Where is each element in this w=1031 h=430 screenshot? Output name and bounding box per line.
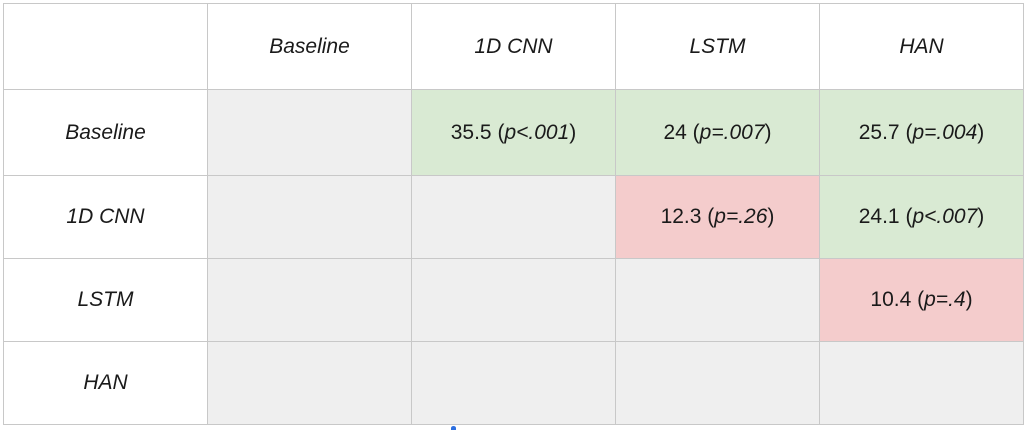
cell-baseline-han: 25.7 (p=.004) [819,89,1024,176]
cell-han-baseline [207,341,412,425]
table-row: 1D CNN 12.3 (p=.26) 24.1 (p<.007) [3,175,1024,259]
p-label: p= [699,120,724,144]
column-header-han: HAN [819,3,1024,90]
cell-baseline-baseline [207,89,412,176]
corner-cell [3,3,208,90]
header-row: Baseline 1D CNN LSTM HAN [3,3,1024,90]
cell-baseline-1d-cnn: 35.5 (p<.001) [411,89,616,176]
row-header-baseline: Baseline [3,89,208,176]
cell-lstm-lstm [615,258,820,342]
row-header-1d-cnn: 1D CNN [3,175,208,259]
cell-lstm-1d-cnn [411,258,616,342]
p-label: p< [504,120,529,144]
cell-lstm-baseline [207,258,412,342]
p-value: .001 [528,120,570,144]
cell-1d-cnn-1d-cnn [411,175,616,259]
p-label: p< [912,205,937,228]
cell-value: 24 [663,120,687,144]
cell-value: 10.4 [870,288,912,311]
p-value: .4 [948,288,966,311]
cell-value: 12.3 [660,205,702,228]
row-header-lstm: LSTM [3,258,208,342]
p-label: p= [912,120,937,144]
table-row: LSTM 10.4 (p=.4) [3,258,1024,342]
table-row: HAN [3,341,1024,425]
p-value: .007 [723,120,765,144]
cell-1d-cnn-baseline [207,175,412,259]
column-header-lstm: LSTM [615,3,820,90]
cell-value: 25.7 [858,120,900,144]
cell-lstm-han: 10.4 (p=.4) [819,258,1024,342]
p-value: .004 [936,120,978,144]
cell-1d-cnn-lstm: 12.3 (p=.26) [615,175,820,259]
p-label: p= [924,288,949,311]
row-header-han: HAN [3,341,208,425]
selection-handle[interactable] [451,426,456,430]
column-header-baseline: Baseline [207,3,412,90]
cell-value: 24.1 [858,205,900,228]
cell-value: 35.5 [450,120,492,144]
comparison-table: Baseline 1D CNN LSTM HAN Baseline 35.5 (… [3,3,1024,425]
cell-1d-cnn-han: 24.1 (p<.007) [819,175,1024,259]
cell-han-1d-cnn [411,341,616,425]
cell-han-han [819,341,1024,425]
p-label: p= [714,205,739,228]
column-header-1d-cnn: 1D CNN [411,3,616,90]
p-value: .26 [738,205,768,228]
cell-han-lstm [615,341,820,425]
table-row: Baseline 35.5 (p<.001) 24 (p=.007) 25.7 … [3,89,1024,176]
p-value: .007 [936,205,978,228]
cell-baseline-lstm: 24 (p=.007) [615,89,820,176]
